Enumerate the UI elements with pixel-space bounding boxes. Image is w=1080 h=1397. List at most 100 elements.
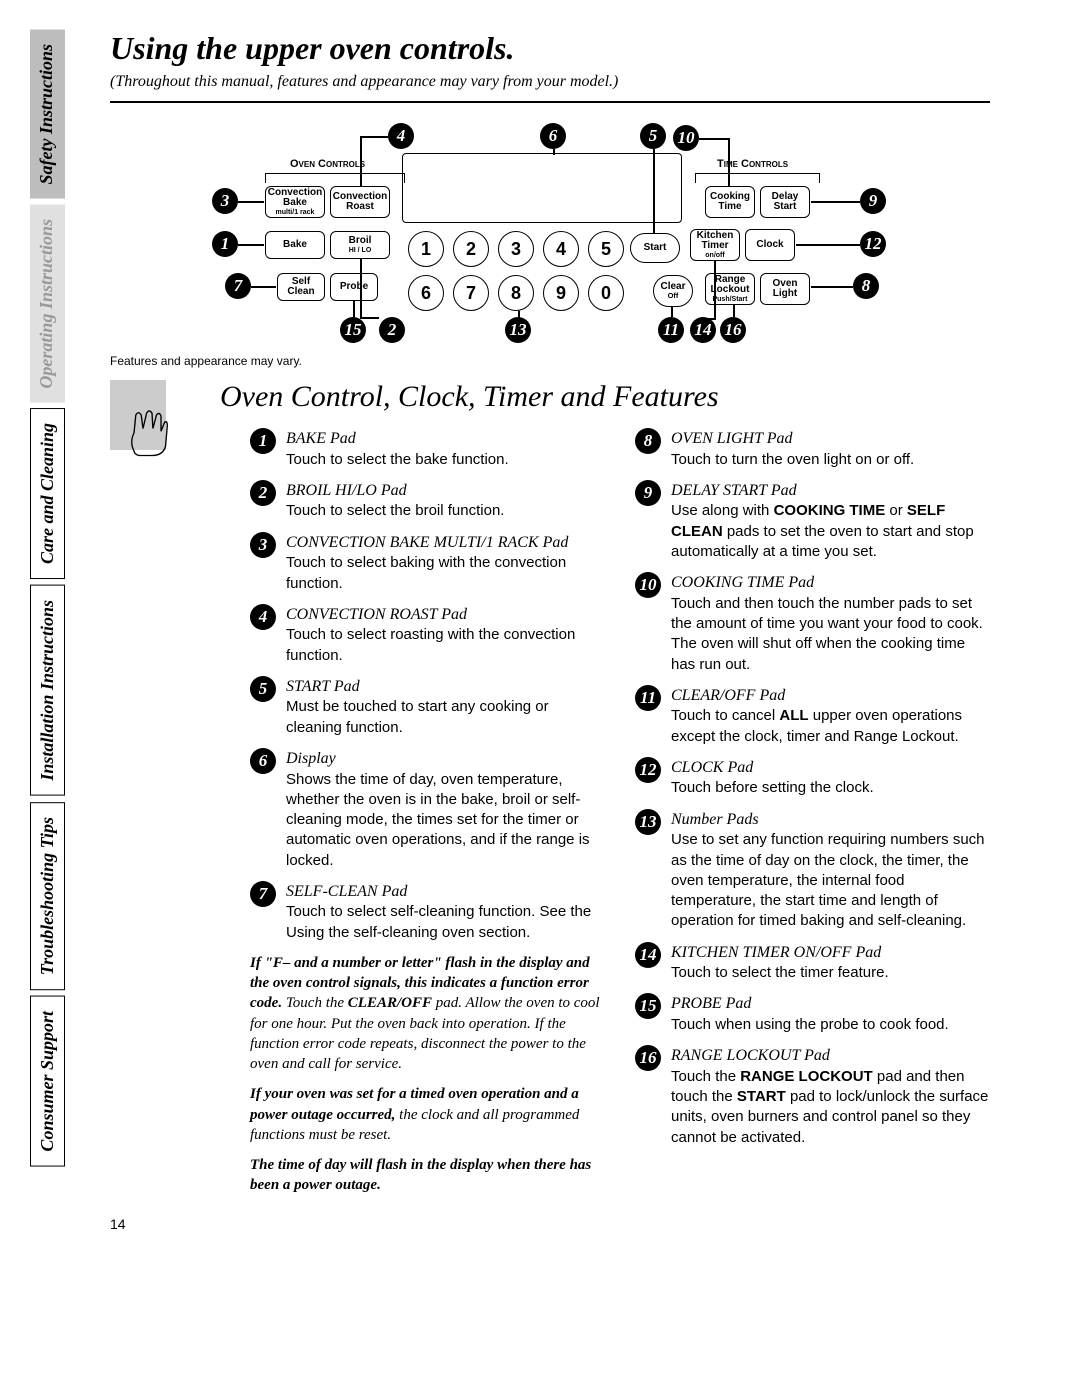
line-7 bbox=[251, 286, 276, 288]
keypad-4: 4 bbox=[543, 231, 579, 267]
linev-10 bbox=[728, 138, 730, 186]
tab-support[interactable]: Consumer Support bbox=[30, 996, 65, 1167]
feature-num: 15 bbox=[635, 993, 661, 1019]
feature-num: 4 bbox=[250, 604, 276, 630]
note-paragraph: If "F– and a number or letter" flash in … bbox=[250, 953, 605, 1075]
line-9 bbox=[811, 201, 860, 203]
feature-num: 10 bbox=[635, 572, 661, 598]
callout-7: 7 bbox=[225, 273, 251, 299]
page: Safety Instructions Operating Instructio… bbox=[0, 0, 1080, 1262]
feature-num: 1 bbox=[250, 428, 276, 454]
tab-operating[interactable]: Operating Instructions bbox=[30, 205, 65, 403]
keypad-9: 9 bbox=[543, 275, 579, 311]
btn-kitchen-timer: Kitchen Timeron/off bbox=[690, 229, 740, 261]
feature-num: 5 bbox=[250, 676, 276, 702]
callout-8: 8 bbox=[853, 273, 879, 299]
main-content: Using the upper oven controls. (Througho… bbox=[110, 30, 990, 1232]
feature-num: 11 bbox=[635, 685, 661, 711]
tab-safety[interactable]: Safety Instructions bbox=[30, 30, 65, 199]
bracket-time bbox=[695, 173, 820, 183]
btn-probe: Probe bbox=[330, 273, 378, 301]
keypad-6: 6 bbox=[408, 275, 444, 311]
tab-trouble[interactable]: Troubleshooting Tips bbox=[30, 802, 65, 990]
line-3 bbox=[238, 201, 264, 203]
callout-2b: 2 bbox=[379, 317, 405, 343]
linev-15 bbox=[353, 301, 355, 317]
keypad-5: 5 bbox=[588, 231, 624, 267]
btn-oven-light-label: Oven Light bbox=[762, 279, 808, 300]
feature-item: 7SELF-CLEAN PadTouch to select self-clea… bbox=[250, 881, 605, 943]
btn-self-clean: Self Clean bbox=[277, 273, 325, 301]
callout-16: 16 bbox=[720, 317, 746, 343]
callout-11: 11 bbox=[658, 317, 684, 343]
feature-num: 6 bbox=[250, 748, 276, 774]
feature-num: 3 bbox=[250, 532, 276, 558]
btn-cook-time-label: Cooking Time bbox=[707, 192, 753, 213]
callout-6: 6 bbox=[540, 123, 566, 149]
btn-bake-label: Bake bbox=[283, 240, 307, 251]
right-column: 8OVEN LIGHT PadTouch to turn the oven li… bbox=[635, 428, 990, 1196]
btn-bake: Bake bbox=[265, 231, 325, 259]
left-column: 1BAKE PadTouch to select the bake functi… bbox=[250, 428, 605, 1196]
callout-5: 5 bbox=[640, 123, 666, 149]
keypad-2: 2 bbox=[453, 231, 489, 267]
section-header-wrap: Oven Control, Clock, Timer and Features bbox=[110, 380, 990, 414]
feature-text: PROBE PadTouch when using the probe to c… bbox=[671, 993, 990, 1035]
callout-13: 13 bbox=[505, 317, 531, 343]
feature-item: 4CONVECTION ROAST PadTouch to select roa… bbox=[250, 604, 605, 666]
btn-broil-sub: HI / LO bbox=[349, 247, 372, 254]
linev-11 bbox=[671, 307, 673, 317]
keypad-3: 3 bbox=[498, 231, 534, 267]
feature-num: 12 bbox=[635, 757, 661, 783]
linev-6 bbox=[553, 149, 555, 155]
page-title: Using the upper oven controls. bbox=[110, 30, 990, 67]
feature-text: CLEAR/OFF PadTouch to cancel ALL upper o… bbox=[671, 685, 990, 747]
btn-cook-time: Cooking Time bbox=[705, 186, 755, 218]
feature-text: OVEN LIGHT PadTouch to turn the oven lig… bbox=[671, 428, 990, 470]
btn-clear-sub: Off bbox=[654, 292, 692, 300]
keypad-1: 1 bbox=[408, 231, 444, 267]
feature-num: 9 bbox=[635, 480, 661, 506]
line-10 bbox=[699, 138, 729, 140]
section-title: Oven Control, Clock, Timer and Features bbox=[220, 380, 990, 414]
btn-oven-light: Oven Light bbox=[760, 273, 810, 305]
note-paragraph: If your oven was set for a timed oven op… bbox=[250, 1084, 605, 1145]
btn-conv-bake-sub: multi/1 rack bbox=[276, 209, 315, 216]
tab-care[interactable]: Care and Cleaning bbox=[30, 408, 65, 579]
btn-self-clean-label: Self Clean bbox=[279, 277, 323, 298]
display-box bbox=[402, 153, 682, 223]
tab-install[interactable]: Installation Instructions bbox=[30, 585, 65, 796]
feature-num: 16 bbox=[635, 1045, 661, 1071]
callout-12: 12 bbox=[860, 231, 886, 257]
feature-item: 1BAKE PadTouch to select the bake functi… bbox=[250, 428, 605, 470]
subtitle: (Throughout this manual, features and ap… bbox=[110, 73, 990, 91]
feature-text: COOKING TIME PadTouch and then touch the… bbox=[671, 572, 990, 675]
hand-icon bbox=[125, 406, 170, 460]
feature-item: 10 COOKING TIME PadTouch and then touch t… bbox=[635, 572, 990, 675]
btn-clock: Clock bbox=[745, 229, 795, 261]
feature-item: 13Number PadsUse to set any function req… bbox=[635, 809, 990, 932]
line-14b bbox=[703, 318, 716, 320]
feature-text: START PadMust be touched to start any co… bbox=[286, 676, 605, 738]
feature-text: KITCHEN TIMER ON/OFF PadTouch to select … bbox=[671, 942, 990, 984]
keypad-0: 0 bbox=[588, 275, 624, 311]
linev-14a bbox=[714, 261, 716, 318]
feature-text: DELAY START PadUse along with COOKING TI… bbox=[671, 480, 990, 562]
feature-num: 14 bbox=[635, 942, 661, 968]
btn-range-lockout-sub: Push/Start bbox=[712, 296, 747, 303]
linev-13 bbox=[518, 311, 520, 319]
btn-broil-label: Broil bbox=[349, 236, 372, 247]
btn-range-lockout: Range LockoutPush/Start bbox=[705, 273, 755, 305]
features-vary-note: Features and appearance may vary. bbox=[110, 354, 990, 368]
control-panel-diagram: Oven Controls Time Controls Convection B… bbox=[110, 123, 990, 348]
feature-text: RANGE LOCKOUT PadTouch the RANGE LOCKOUT… bbox=[671, 1045, 990, 1148]
oven-controls-label: Oven Controls bbox=[290, 158, 365, 170]
btn-clock-label: Clock bbox=[756, 240, 783, 251]
bracket-oven bbox=[265, 173, 405, 183]
btn-kitchen-timer-sub: on/off bbox=[705, 252, 724, 259]
callout-14b: 14 bbox=[690, 317, 716, 343]
callout-1: 1 bbox=[212, 231, 238, 257]
callout-4: 4 bbox=[388, 123, 414, 149]
btn-start: Start bbox=[630, 233, 680, 263]
feature-text: CLOCK PadTouch before setting the clock. bbox=[671, 757, 990, 799]
